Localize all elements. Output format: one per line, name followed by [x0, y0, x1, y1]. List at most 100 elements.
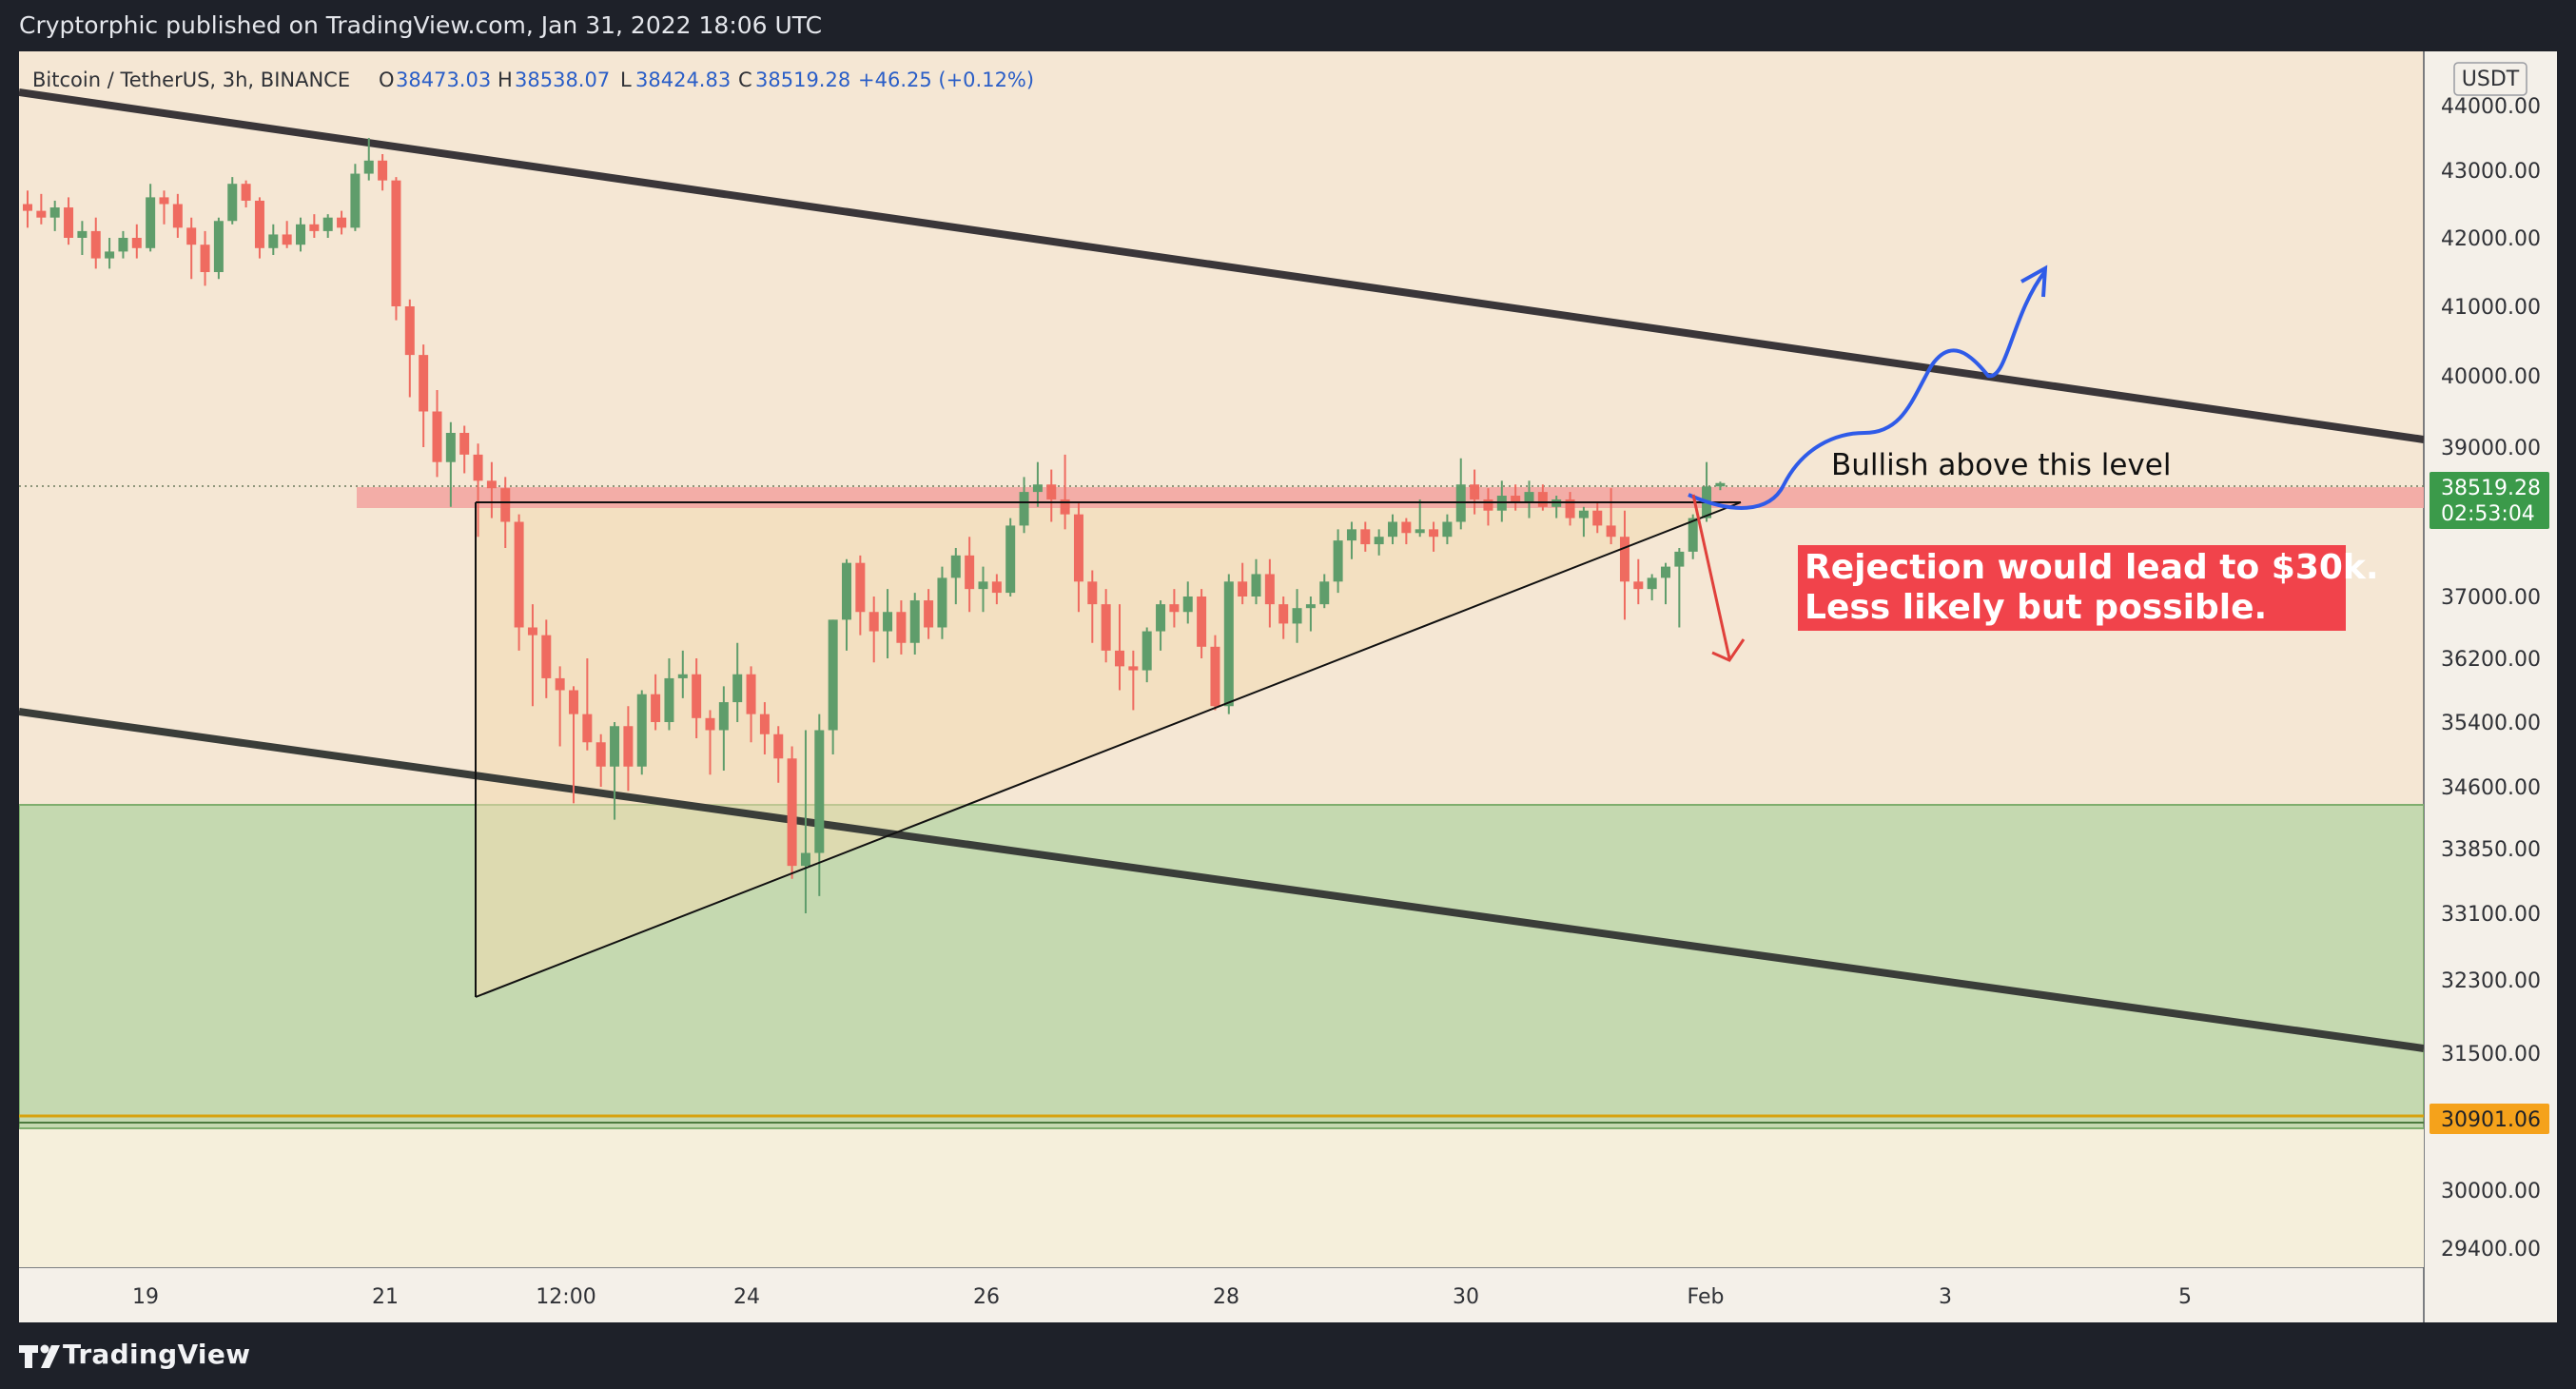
candle-body[interactable]	[322, 217, 333, 231]
candle-body[interactable]	[924, 600, 934, 628]
currency-badge[interactable]	[2453, 62, 2527, 96]
candle-body[interactable]	[1688, 518, 1698, 552]
candle-body[interactable]	[541, 635, 552, 678]
candle-body[interactable]	[937, 577, 947, 628]
candle-body[interactable]	[1415, 529, 1425, 534]
candle-body[interactable]	[1128, 666, 1139, 671]
candle-body[interactable]	[186, 227, 197, 245]
candle-body[interactable]	[1197, 597, 1207, 647]
candle-body[interactable]	[991, 581, 1002, 594]
candle-body[interactable]	[773, 734, 784, 759]
candle-body[interactable]	[118, 238, 128, 252]
candle-body[interactable]	[1633, 581, 1644, 590]
candle-body[interactable]	[965, 555, 975, 590]
candle-body[interactable]	[787, 758, 797, 867]
candle-body[interactable]	[1156, 604, 1166, 632]
candle-body[interactable]	[746, 674, 756, 714]
candle-body[interactable]	[896, 612, 907, 643]
candle-body[interactable]	[213, 221, 224, 272]
candle-body[interactable]	[1087, 581, 1098, 605]
candle-body[interactable]	[1223, 581, 1234, 707]
candle-body[interactable]	[1511, 496, 1521, 503]
candle-body[interactable]	[1470, 484, 1480, 499]
candle-body[interactable]	[404, 306, 415, 356]
candle-body[interactable]	[1647, 577, 1657, 590]
candle-body[interactable]	[569, 690, 578, 714]
candle-body[interactable]	[1661, 566, 1670, 578]
candle-body[interactable]	[1537, 492, 1548, 507]
candle-body[interactable]	[610, 726, 620, 767]
candle-body[interactable]	[391, 180, 401, 306]
candle-body[interactable]	[241, 184, 251, 201]
candle-body[interactable]	[1305, 604, 1316, 609]
candle-body[interactable]	[1169, 604, 1180, 613]
candle-body[interactable]	[1374, 537, 1384, 545]
candle-body[interactable]	[814, 730, 825, 853]
candle-body[interactable]	[595, 742, 606, 767]
candle-body[interactable]	[1060, 499, 1070, 515]
candle-body[interactable]	[705, 717, 715, 731]
candle-body[interactable]	[1401, 521, 1412, 534]
candle-body[interactable]	[1333, 540, 1343, 582]
candle-body[interactable]	[1073, 514, 1083, 582]
candle-body[interactable]	[64, 207, 74, 238]
candle-body[interactable]	[664, 677, 674, 722]
candle-body[interactable]	[1005, 525, 1016, 594]
candle-body[interactable]	[909, 600, 920, 643]
candle-body[interactable]	[432, 411, 442, 462]
candle-body[interactable]	[514, 521, 524, 628]
candle-body[interactable]	[445, 433, 456, 462]
candle-body[interactable]	[159, 197, 169, 205]
candle-body[interactable]	[131, 238, 142, 248]
candle-body[interactable]	[677, 674, 688, 678]
candle-body[interactable]	[459, 433, 470, 455]
candle-body[interactable]	[350, 173, 361, 228]
candle-body[interactable]	[486, 480, 497, 489]
candle-body[interactable]	[692, 674, 702, 718]
candle-body[interactable]	[759, 714, 770, 734]
candle-body[interactable]	[1346, 529, 1356, 541]
candle-body[interactable]	[90, 230, 101, 259]
candle-body[interactable]	[1715, 482, 1726, 487]
candle-body[interactable]	[842, 562, 851, 620]
candle-body[interactable]	[1238, 581, 1248, 597]
candle-body[interactable]	[828, 619, 838, 731]
candle-body[interactable]	[636, 694, 647, 767]
candle-body[interactable]	[1388, 521, 1397, 538]
candle-body[interactable]	[800, 852, 810, 867]
candle-body[interactable]	[527, 627, 537, 636]
candle-body[interactable]	[146, 197, 156, 248]
candle-body[interactable]	[1606, 525, 1616, 538]
candle-body[interactable]	[732, 674, 743, 703]
candle-body[interactable]	[883, 612, 893, 632]
candle-body[interactable]	[1483, 499, 1493, 511]
candle-body[interactable]	[1046, 484, 1057, 499]
candle-body[interactable]	[555, 677, 565, 691]
candle-body[interactable]	[978, 581, 988, 590]
candle-body[interactable]	[1142, 631, 1152, 671]
candle-body[interactable]	[296, 224, 305, 245]
candle-body[interactable]	[1592, 510, 1603, 526]
candle-body[interactable]	[1019, 492, 1029, 526]
candle-body[interactable]	[1442, 521, 1453, 538]
candle-body[interactable]	[309, 224, 320, 231]
candle-body[interactable]	[337, 217, 347, 228]
candle-body[interactable]	[1429, 529, 1439, 538]
candle-body[interactable]	[1101, 604, 1111, 651]
candle-body[interactable]	[1278, 604, 1289, 624]
candle-body[interactable]	[500, 488, 511, 522]
candle-body[interactable]	[419, 355, 429, 412]
candle-body[interactable]	[227, 184, 238, 222]
candle-body[interactable]	[1264, 574, 1275, 605]
candle-body[interactable]	[49, 207, 60, 218]
candle-body[interactable]	[1319, 581, 1330, 605]
candle-body[interactable]	[282, 234, 292, 245]
candle-body[interactable]	[651, 694, 661, 722]
candle-body[interactable]	[473, 454, 483, 481]
candle-body[interactable]	[1210, 646, 1220, 707]
candle-body[interactable]	[77, 230, 88, 238]
candle-body[interactable]	[172, 204, 183, 228]
candle-body[interactable]	[950, 555, 961, 578]
candle-body[interactable]	[582, 714, 593, 743]
